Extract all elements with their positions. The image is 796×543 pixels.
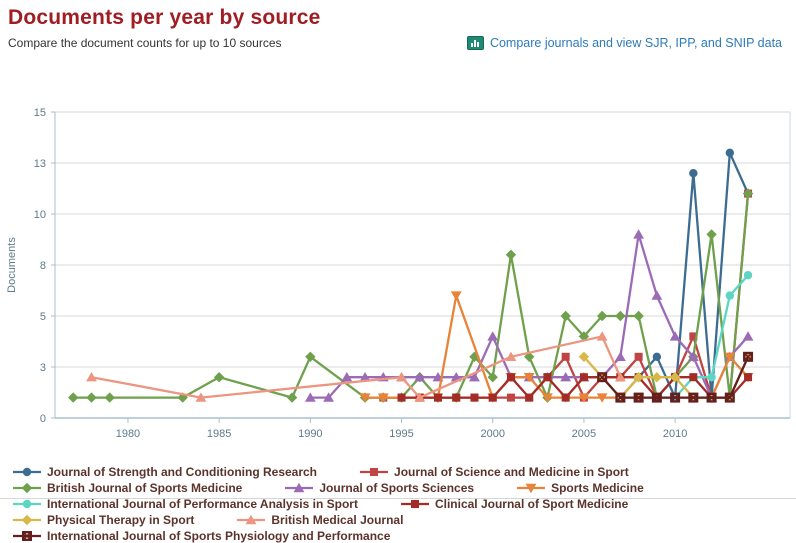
page-subtitle: Compare the document counts for up to 10…: [8, 36, 282, 50]
legend-row: British Journal of Sports Medicine Journa…: [12, 481, 796, 495]
legend-item: Journal of Strength and Conditioning Res…: [12, 465, 317, 479]
legend-item: Journal of Sports Sciences: [284, 481, 474, 495]
legend-item: British Journal of Sports Medicine: [12, 481, 242, 495]
legend-marker-icon: [13, 514, 41, 526]
page-title: Documents per year by source: [8, 6, 321, 29]
legend-marker-icon: [13, 467, 41, 477]
legend-row: Journal of Strength and Conditioning Res…: [12, 465, 796, 479]
svg-text:2005: 2005: [572, 428, 596, 440]
svg-text:2000: 2000: [480, 428, 504, 440]
chart-svg: 0 3 5 8 10 13 15 1980 1985 1990 1995 2000 2005 2010 Do…: [6, 107, 791, 440]
legend-label: Clinical Journal of Sport Medicine: [434, 497, 629, 511]
svg-text:3: 3: [40, 362, 46, 374]
chart-area: 0 3 5 8 10 13 15 1980 1985 1990 1995 2000 2005 2010 Do…: [0, 50, 796, 455]
legend-label: British Medical Journal: [271, 513, 404, 527]
legend-row: International Journal of Sports Physiolo…: [12, 529, 796, 543]
legend-label: International Journal of Sports Physiolo…: [47, 529, 391, 543]
legend-item: British Medical Journal: [236, 513, 403, 527]
svg-text:1980: 1980: [116, 428, 140, 440]
chart-legend: Journal of Strength and Conditioning Res…: [0, 455, 796, 543]
legend-marker-icon: [517, 483, 546, 494]
svg-text:Documents: Documents: [6, 237, 18, 293]
legend-marker-icon: [237, 514, 266, 525]
legend-label: Sports Medicine: [551, 481, 644, 495]
legend-item: Physical Therapy in Sport: [12, 513, 194, 527]
legend-label: Journal of Sports Sciences: [319, 481, 475, 495]
svg-text:8: 8: [40, 260, 46, 272]
legend-marker-icon: [13, 482, 41, 494]
legend-marker-icon: [285, 482, 314, 493]
legend-label: Journal of Science and Medicine in Sport: [394, 465, 629, 479]
legend-item: International Journal of Sports Physiolo…: [12, 529, 390, 543]
legend-marker-icon: [360, 468, 389, 476]
legend-marker-icon: [13, 531, 41, 541]
legend-item: Journal of Science and Medicine in Sport: [359, 465, 629, 479]
header: Documents per year by source Compare the…: [0, 0, 796, 50]
legend-label: Journal of Strength and Conditioning Res…: [47, 465, 318, 479]
bar-chart-icon: [466, 36, 484, 50]
svg-text:15: 15: [34, 107, 46, 119]
bottom-divider: [0, 498, 796, 499]
svg-text:5: 5: [40, 311, 46, 323]
svg-text:1990: 1990: [298, 428, 322, 440]
svg-text:10: 10: [34, 209, 46, 221]
legend-label: International Journal of Performance Ana…: [47, 497, 358, 511]
svg-text:2010: 2010: [663, 428, 687, 440]
legend-label: British Journal of Sports Medicine: [47, 481, 243, 495]
legend-item: Clinical Journal of Sport Medicine: [400, 497, 628, 511]
svg-text:1985: 1985: [207, 428, 231, 440]
legend-row: International Journal of Performance Ana…: [12, 497, 796, 511]
legend-item: International Journal of Performance Ana…: [12, 497, 358, 511]
legend-label: Physical Therapy in Sport: [47, 513, 195, 527]
legend-row: Physical Therapy in Sport British Medical…: [12, 513, 796, 527]
compare-journals-link[interactable]: Compare journals and view SJR, IPP, and …: [466, 36, 782, 50]
svg-text:13: 13: [34, 158, 46, 170]
legend-item: Sports Medicine: [516, 481, 644, 495]
legend-marker-icon: [13, 499, 41, 509]
svg-text:0: 0: [40, 413, 46, 425]
compare-journals-link-label: Compare journals and view SJR, IPP, and …: [489, 36, 782, 50]
legend-marker-icon: [400, 500, 429, 508]
svg-text:1995: 1995: [389, 428, 413, 440]
